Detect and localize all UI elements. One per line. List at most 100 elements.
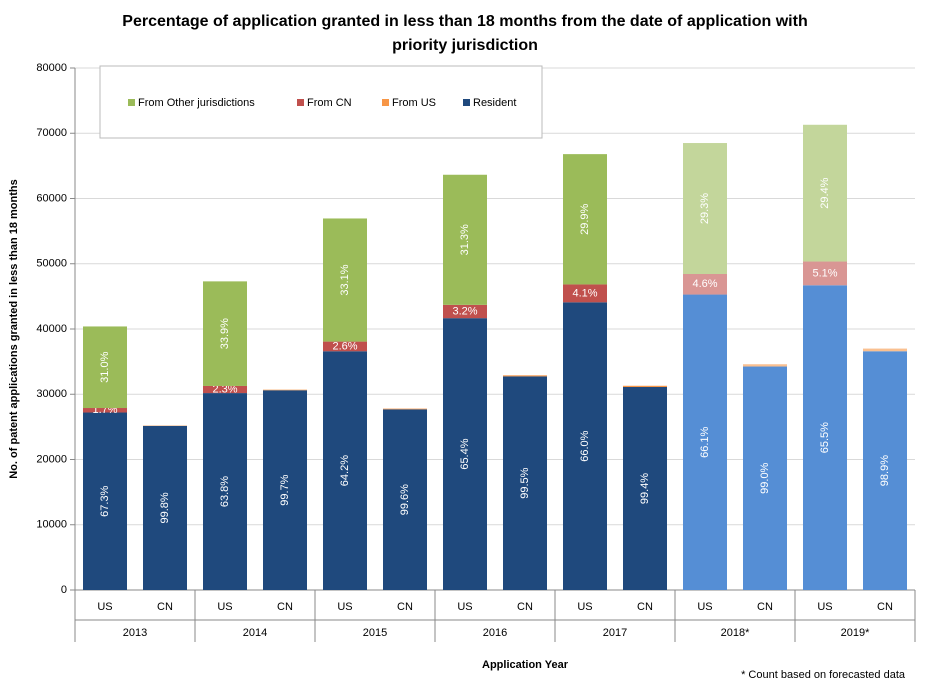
percent-label: 5.1%	[812, 267, 837, 279]
bar-segment	[263, 389, 307, 391]
bar-segment	[323, 351, 367, 590]
bar-segment	[383, 408, 427, 410]
legend-label: From CN	[307, 97, 352, 109]
legend-swatch	[128, 99, 135, 106]
percent-label: 66.1%	[699, 426, 711, 457]
legend-label: Resident	[473, 97, 516, 109]
bar-segment	[503, 375, 547, 377]
x-tick-label: CN	[757, 601, 773, 613]
percent-label: 4.1%	[572, 287, 597, 299]
percent-label: 63.8%	[219, 476, 231, 507]
legend-swatch	[297, 99, 304, 106]
y-tick-label: 50000	[36, 258, 67, 270]
percent-label: 33.1%	[339, 264, 351, 295]
bar-segment	[383, 409, 427, 590]
bar-segment	[203, 281, 247, 386]
bar-segment	[83, 326, 127, 409]
group-label: 2017	[603, 627, 627, 639]
bar-segment	[263, 390, 307, 590]
bar-segment	[443, 304, 487, 319]
chart-title: Percentage of application granted in les…	[122, 13, 808, 54]
bar-segment	[683, 143, 727, 274]
bar-segment	[803, 261, 847, 286]
percent-label: 31.3%	[459, 224, 471, 255]
bar-segment	[863, 351, 907, 590]
bar-segment	[863, 348, 907, 352]
x-tick-label: CN	[397, 601, 413, 613]
bar-segment	[143, 425, 187, 590]
percent-label: 65.5%	[819, 422, 831, 453]
percent-label: 2.6%	[332, 340, 357, 352]
bar-segment	[563, 154, 607, 285]
x-tick-label: CN	[157, 601, 173, 613]
percent-label: 31.0%	[99, 351, 111, 382]
bar-segment	[323, 218, 367, 342]
group-label: 2015	[363, 627, 387, 639]
percent-label: 99.8%	[159, 492, 171, 523]
y-tick-label: 10000	[36, 519, 67, 531]
y-tick-label: 70000	[36, 127, 67, 139]
group-label: 2019*	[841, 627, 870, 639]
group-label: 2014	[243, 627, 267, 639]
percent-label: 99.4%	[639, 473, 651, 504]
x-tick-label: US	[217, 601, 232, 613]
percent-label: 99.7%	[279, 474, 291, 505]
x-tick-label: CN	[517, 601, 533, 613]
y-tick-label: 0	[61, 584, 67, 596]
y-tick-label: 60000	[36, 192, 67, 204]
bar-segment	[443, 318, 487, 590]
bar-segment	[203, 393, 247, 590]
group-label: 2013	[123, 627, 147, 639]
legend-label: From US	[392, 97, 436, 109]
x-tick-label: US	[697, 601, 712, 613]
bar-segment	[623, 385, 667, 388]
percent-label: 4.6%	[692, 278, 717, 290]
bar-segment	[623, 387, 667, 590]
percent-label: 66.0%	[579, 430, 591, 461]
percent-label: 65.4%	[459, 438, 471, 469]
y-tick-label: 30000	[36, 388, 67, 400]
bar-segment	[323, 341, 367, 352]
x-axis-title: Application Year	[482, 659, 569, 671]
percent-label: 67.3%	[99, 485, 111, 516]
group-label: 2016	[483, 627, 507, 639]
bar-segment	[743, 366, 787, 590]
y-tick-label: 80000	[36, 62, 67, 74]
percent-label: 3.2%	[452, 305, 477, 317]
bar-segment	[563, 302, 607, 590]
percent-label: 98.9%	[879, 455, 891, 486]
percent-label: 29.3%	[699, 193, 711, 224]
x-tick-label: US	[817, 601, 832, 613]
group-label: 2018*	[721, 627, 750, 639]
legend-swatch	[382, 99, 389, 106]
y-tick-label: 20000	[36, 453, 67, 465]
footnote: * Count based on forecasted data	[741, 669, 906, 681]
percent-label: 29.9%	[579, 203, 591, 234]
bar-segment	[83, 408, 127, 413]
bar-segment	[443, 174, 487, 305]
x-tick-label: US	[97, 601, 112, 613]
percent-label: 99.6%	[399, 484, 411, 515]
y-axis-title: No. of patent applications granted in le…	[8, 179, 20, 478]
legend-swatch	[463, 99, 470, 106]
x-tick-label: US	[457, 601, 472, 613]
percent-label: 29.4%	[819, 177, 831, 208]
bar-segment	[563, 284, 607, 303]
bar-segment	[683, 273, 727, 295]
bar-segment	[803, 285, 847, 590]
bar-segment	[803, 124, 847, 262]
percent-label: 64.2%	[339, 455, 351, 486]
percent-label: 33.9%	[219, 318, 231, 349]
legend-label: From Other jurisdictions	[138, 97, 255, 109]
x-tick-label: CN	[877, 601, 893, 613]
x-tick-label: CN	[637, 601, 653, 613]
percent-label: 2.3%	[212, 383, 237, 395]
bar-segment	[743, 364, 787, 367]
y-tick-label: 40000	[36, 323, 67, 335]
bar-segment	[83, 412, 127, 590]
bar-segment	[503, 376, 547, 590]
percent-label: 99.5%	[519, 467, 531, 498]
bar-segment	[683, 294, 727, 590]
